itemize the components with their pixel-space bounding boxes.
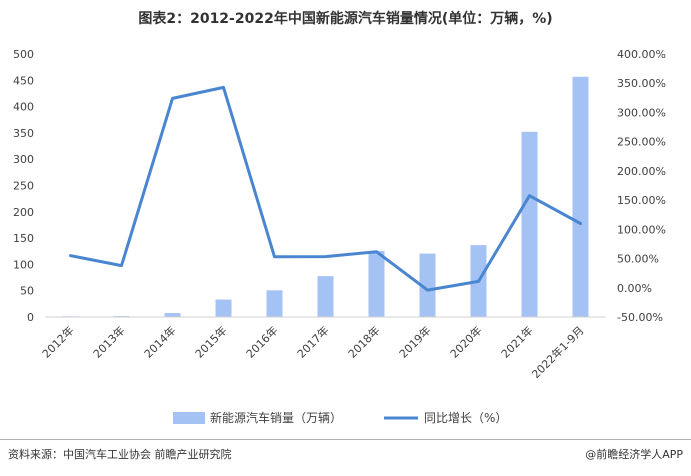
brand-credit: @前瞻经济学人APP bbox=[585, 448, 683, 461]
y-right-tick-label: 250.00% bbox=[617, 136, 666, 149]
x-tick-label: 2022年1-9月 bbox=[529, 323, 587, 381]
bar-sales bbox=[164, 313, 181, 317]
line-growth bbox=[69, 85, 582, 292]
legend-label-sales: 新能源汽车销量（万辆） bbox=[210, 410, 342, 425]
y-left-tick-label: 500 bbox=[13, 48, 34, 61]
bar-sales bbox=[572, 76, 589, 317]
x-tick-label: 2012年 bbox=[39, 323, 76, 360]
bar-sales bbox=[266, 290, 283, 317]
bar-sales bbox=[419, 253, 436, 317]
source-note: 资料来源：中国汽车工业协会 前瞻产业研究院 bbox=[8, 448, 232, 461]
y-right-tick-label: 0.00% bbox=[617, 282, 652, 295]
y-left-tick-label: 250 bbox=[13, 180, 34, 193]
x-tick-label: 2019年 bbox=[396, 323, 433, 360]
bar-sales bbox=[215, 299, 232, 317]
x-tick-label: 2016年 bbox=[243, 323, 280, 360]
bar-sales bbox=[368, 250, 385, 317]
legend-label-growth: 同比增长（%） bbox=[424, 411, 507, 425]
y-right-tick-label: 400.00% bbox=[617, 48, 666, 61]
x-tick-label: 2018年 bbox=[345, 323, 382, 360]
y-left-tick-label: 0 bbox=[27, 311, 34, 324]
y-right-tick-label: 200.00% bbox=[617, 165, 666, 178]
y-left-tick-label: 100 bbox=[13, 258, 34, 271]
y-right-tick-label: 150.00% bbox=[617, 194, 666, 207]
x-tick-label: 2021年 bbox=[498, 323, 535, 360]
footer-divider bbox=[0, 439, 691, 440]
y-left-tick-label: 450 bbox=[13, 74, 34, 87]
x-tick-label: 2020年 bbox=[447, 323, 484, 360]
y-left-tick-label: 400 bbox=[13, 101, 34, 114]
y-left-tick-label: 350 bbox=[13, 127, 34, 140]
y-right-tick-label: 350.00% bbox=[617, 77, 666, 90]
x-tick-label: 2014年 bbox=[141, 323, 178, 360]
y-right-tick-label: 100.00% bbox=[617, 223, 666, 236]
y-left-tick-label: 200 bbox=[13, 206, 34, 219]
y-left-tick-label: 300 bbox=[13, 153, 34, 166]
chart-title: 图表2：2012-2022年中国新能源汽车销量情况(单位：万辆，%) bbox=[138, 11, 553, 27]
x-tick-label: 2017年 bbox=[294, 323, 331, 360]
legend-swatch-sales bbox=[173, 412, 205, 424]
y-right-tick-label: 50.00% bbox=[617, 253, 659, 266]
y-right-tick-label: -50.00% bbox=[617, 311, 663, 324]
y-right-tick-label: 300.00% bbox=[617, 106, 666, 119]
x-tick-label: 2013年 bbox=[90, 323, 127, 360]
y-left-tick-label: 50 bbox=[20, 285, 34, 298]
bar-sales bbox=[317, 276, 334, 317]
bar-sales bbox=[521, 131, 538, 317]
y-left-tick-label: 150 bbox=[13, 232, 34, 245]
x-tick-label: 2015年 bbox=[192, 323, 229, 360]
